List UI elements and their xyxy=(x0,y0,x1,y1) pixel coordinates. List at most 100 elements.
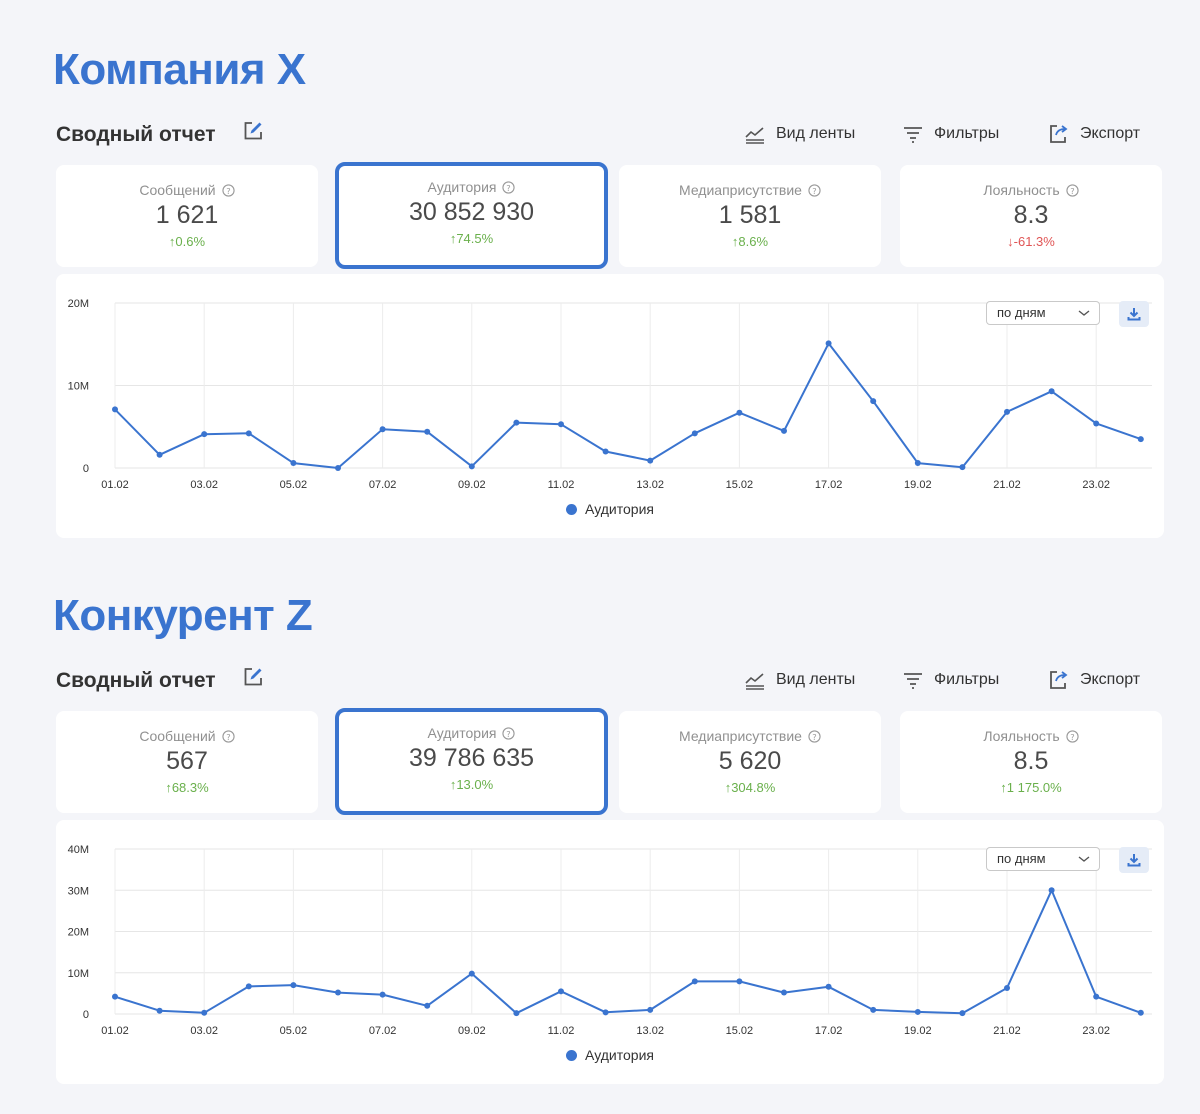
data-point xyxy=(290,460,297,467)
svg-text:?: ? xyxy=(226,185,230,195)
export-button[interactable]: Экспорт xyxy=(1048,122,1140,146)
y-tick-label: 40M xyxy=(68,844,89,856)
stat-card-audience[interactable]: Аудитория? 30 852 930 ↑74.5% xyxy=(335,162,608,269)
legend-label: Аудитория xyxy=(585,1047,654,1063)
x-tick-label: 21.02 xyxy=(993,479,1021,491)
data-point xyxy=(691,978,698,985)
help-icon[interactable]: ? xyxy=(808,183,821,197)
stat-value: 8.3 xyxy=(1013,201,1049,229)
help-icon[interactable]: ? xyxy=(1065,729,1079,743)
stat-label: Сообщений? xyxy=(56,182,318,198)
data-point xyxy=(736,978,743,985)
legend-label: Аудитория xyxy=(585,501,654,517)
svg-text:?: ? xyxy=(226,731,230,741)
stat-card-loyalty[interactable]: Лояльность? 8.5 ↑1 175.0% xyxy=(900,711,1162,813)
report-title: Сводный отчет xyxy=(56,669,216,692)
x-tick-label: 03.02 xyxy=(190,1025,218,1037)
data-point xyxy=(1048,887,1055,894)
data-point xyxy=(736,409,743,416)
data-point xyxy=(602,1009,609,1016)
data-point xyxy=(112,406,118,413)
feed-view-icon xyxy=(745,673,764,690)
view-feed-button[interactable]: Вид ленты xyxy=(744,668,855,692)
period-dropdown-value: по дням xyxy=(997,851,1046,866)
stat-label-text: Лояльность xyxy=(983,728,1060,744)
y-tick-label: 0 xyxy=(83,463,89,475)
y-tick-label: 20M xyxy=(68,298,89,310)
stat-value: 1 581 xyxy=(718,201,782,229)
export-button[interactable]: Экспорт xyxy=(1048,668,1140,692)
data-point xyxy=(1137,1009,1144,1016)
stat-card-loyalty[interactable]: Лояльность? 8.3 ↓-61.3% xyxy=(900,165,1162,267)
export-label: Экспорт xyxy=(1080,671,1141,688)
data-point xyxy=(1048,388,1055,395)
chart-legend: Аудитория xyxy=(56,1047,1164,1063)
x-tick-label: 19.02 xyxy=(904,1025,932,1037)
filters-button[interactable]: Фильтры xyxy=(902,122,999,146)
data-point xyxy=(513,1010,520,1017)
download-button[interactable] xyxy=(1119,847,1149,873)
view-feed-button[interactable]: Вид ленты xyxy=(744,122,855,146)
series-line xyxy=(114,342,1142,469)
stat-label-text: Медиаприсутствие xyxy=(679,728,802,744)
stat-card-audience[interactable]: Аудитория? 39 786 635 ↑13.0% xyxy=(335,708,608,815)
help-icon[interactable]: ? xyxy=(1065,183,1079,197)
period-dropdown[interactable]: по дням xyxy=(986,301,1100,325)
stat-label-text: Сообщений xyxy=(139,728,216,744)
stat-card-messages[interactable]: Сообщений? 1 621 ↑0.6% xyxy=(56,165,318,267)
data-point xyxy=(602,448,609,455)
feed-view-icon xyxy=(745,127,764,144)
edit-icon[interactable] xyxy=(242,666,264,688)
help-icon[interactable]: ? xyxy=(502,726,516,740)
data-point xyxy=(424,1002,431,1009)
stat-label: Сообщений? xyxy=(56,728,318,744)
data-point xyxy=(959,464,966,471)
stat-label: Аудитория? xyxy=(339,725,604,741)
x-tick-label: 19.02 xyxy=(904,479,932,491)
data-point xyxy=(379,991,386,998)
chart-card: 0 10M 20M 01.02 03.02 05.02 07.02 09.02 11.02 13.… xyxy=(56,274,1164,538)
chart-card: 0 10M 20M 30M 40M 01.02 03.02 05.02 07.02 09.02 11… xyxy=(56,820,1164,1084)
edit-icon[interactable] xyxy=(242,120,264,142)
data-point xyxy=(870,1006,877,1013)
svg-text:?: ? xyxy=(507,728,511,738)
x-tick-label: 09.02 xyxy=(458,479,486,491)
export-icon xyxy=(1050,125,1068,143)
report-title: Сводный отчет xyxy=(56,123,216,146)
x-tick-label: 05.02 xyxy=(280,479,308,491)
svg-text:?: ? xyxy=(812,731,816,741)
filter-icon xyxy=(904,673,922,689)
stat-label-text: Аудитория xyxy=(427,725,497,741)
stat-label: Лояльность? xyxy=(900,182,1162,198)
data-point xyxy=(156,1007,163,1014)
help-icon[interactable]: ? xyxy=(502,180,516,194)
stat-change: ↑74.5% xyxy=(449,231,494,246)
help-icon[interactable]: ? xyxy=(808,729,821,743)
stat-change: ↓-61.3% xyxy=(1007,234,1055,249)
stat-value: 8.5 xyxy=(1013,747,1049,775)
stat-card-media-presence[interactable]: Медиаприсутствие? 5 620 ↑304.8% xyxy=(619,711,881,813)
data-point xyxy=(825,983,832,990)
export-icon xyxy=(1050,671,1068,689)
x-tick-label: 09.02 xyxy=(458,1025,486,1037)
svg-text:?: ? xyxy=(812,185,816,195)
data-point xyxy=(1004,408,1010,415)
period-dropdown-value: по дням xyxy=(997,305,1046,320)
data-point xyxy=(201,1009,208,1016)
x-tick-label: 13.02 xyxy=(636,479,664,491)
filters-button[interactable]: Фильтры xyxy=(902,668,999,692)
line-chart: 0 10M 20M 01.02 03.02 05.02 07.02 09.02 11.02 13.… xyxy=(68,298,1152,491)
stat-card-media-presence[interactable]: Медиаприсутствие? 1 581 ↑8.6% xyxy=(619,165,881,267)
help-icon[interactable]: ? xyxy=(221,729,235,743)
data-point xyxy=(513,419,520,426)
x-tick-label: 11.02 xyxy=(548,1025,575,1037)
data-point xyxy=(914,460,921,467)
stat-label: Медиаприсутствие? xyxy=(619,182,881,198)
download-button[interactable] xyxy=(1119,301,1149,327)
stat-value: 5 620 xyxy=(718,747,782,775)
x-tick-label: 17.02 xyxy=(815,479,843,491)
period-dropdown[interactable]: по дням xyxy=(986,847,1100,871)
stat-card-messages[interactable]: Сообщений? 567 ↑68.3% xyxy=(56,711,318,813)
help-icon[interactable]: ? xyxy=(221,183,235,197)
legend-marker xyxy=(566,1049,578,1061)
